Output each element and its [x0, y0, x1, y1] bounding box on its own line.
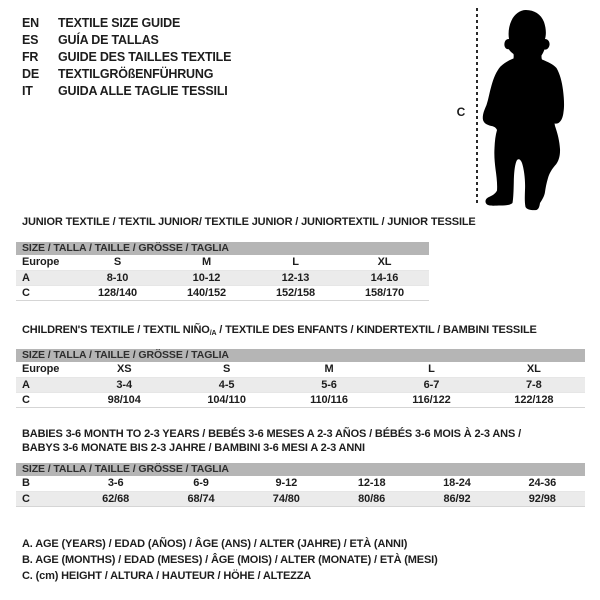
babies-table-title-line2: BABYS 3-6 MONATE BIS 2-3 JAHRE / BAMBINI… [22, 442, 365, 454]
lang-code: IT [22, 84, 33, 98]
months-cell: 18-24 [443, 477, 471, 489]
months-cell: 9-12 [275, 477, 298, 489]
height-dotted-line [476, 8, 478, 206]
height-cell: 128/140 [97, 287, 138, 299]
months-cell: 24-36 [528, 477, 557, 489]
row-label: Europe [22, 363, 60, 375]
lang-code: DE [22, 67, 39, 81]
height-cell: 122/128 [514, 394, 554, 406]
table-row-age: A 3-4 4-5 5-6 6-7 7-8 [16, 377, 585, 392]
height-cell: 80/86 [358, 493, 386, 505]
children-table-body: Europe XS S M L XL A 3-4 4-5 5-6 6-7 7-8… [16, 362, 585, 408]
age-cell: 14-16 [370, 272, 399, 284]
table-row-months: B 3-6 6-9 9-12 12-18 18-24 24-36 [16, 476, 585, 491]
row-label: B [22, 477, 30, 489]
title-post: / TEXTILE DES ENFANTS / KINDERTEXTIL / B… [216, 324, 537, 336]
size-cell: XL [526, 363, 541, 375]
age-cell: 12-13 [281, 272, 310, 284]
table-row-height: C 98/104 104/110 110/116 116/122 122/128 [16, 392, 585, 407]
lang-label: GUÍA DE TALLAS [58, 33, 159, 47]
months-cell: 6-9 [193, 477, 209, 489]
lang-code: ES [22, 33, 39, 47]
age-cell: 10-12 [192, 272, 221, 284]
height-cell: 152/158 [275, 287, 316, 299]
height-cell: 158/170 [364, 287, 405, 299]
age-cell: 6-7 [423, 379, 440, 391]
height-cell: 62/68 [102, 493, 130, 505]
height-cell: 74/80 [272, 493, 300, 505]
lang-label: GUIDA ALLE TAGLIE TESSILI [58, 84, 228, 98]
lang-row-de: DE TEXTILGRÖßENFÜHRUNG [22, 66, 231, 83]
footnote-age-months: B. AGE (MONTHS) / EDAD (MESES) / ÂGE (MO… [22, 554, 438, 566]
babies-table-body: B 3-6 6-9 9-12 12-18 18-24 24-36 C 62/68… [16, 476, 585, 507]
height-cell: 116/122 [412, 394, 451, 406]
row-label: Europe [22, 256, 60, 268]
lang-code: EN [22, 16, 39, 30]
age-cell: 3-4 [116, 379, 132, 391]
lang-row-it: IT GUIDA ALLE TAGLIE TESSILI [22, 83, 231, 100]
height-cell: 98/104 [107, 394, 141, 406]
age-cell: 4-5 [218, 379, 235, 391]
toddler-silhouette-icon [482, 10, 565, 211]
height-cell: 68/74 [187, 493, 215, 505]
lang-label: GUIDE DES TAILLES TEXTILE [58, 50, 232, 64]
row-label: A [22, 379, 30, 391]
size-cell: M [324, 363, 334, 375]
age-cell: 8-10 [106, 272, 129, 284]
size-cell: XS [116, 363, 132, 375]
table-row-height: C 128/140 140/152 152/158 158/170 [16, 285, 429, 300]
size-header-bar: SIZE / TALLA / TAILLE / GRÖSSE / TAGLIA [16, 463, 585, 476]
footnote-height: C. (cm) HEIGHT / ALTURA / HAUTEUR / HÖHE… [22, 570, 312, 582]
title-pre: CHILDREN'S TEXTILE / TEXTIL NIÑO [22, 324, 210, 336]
size-cell: S [113, 256, 122, 268]
height-cell: 140/152 [186, 287, 227, 299]
height-cell: 110/116 [310, 394, 348, 406]
size-header-bar: SIZE / TALLA / TAILLE / GRÖSSE / TAGLIA [16, 349, 585, 362]
junior-table-title: JUNIOR TEXTILE / TEXTIL JUNIOR/ TEXTILE … [22, 216, 476, 228]
table-row-europe: Europe S M L XL [16, 255, 429, 270]
height-measure-label: C [456, 105, 466, 119]
height-cell: 92/98 [528, 493, 556, 505]
language-title-list: EN TEXTILE SIZE GUIDE ES GUÍA DE TALLAS … [22, 15, 231, 100]
row-label: C [22, 493, 30, 505]
lang-row-es: ES GUÍA DE TALLAS [22, 32, 231, 49]
babies-textile-table: BABIES 3-6 MONTH TO 2-3 YEARS / BEBÉS 3-… [16, 427, 585, 507]
table-row-europe: Europe XS S M L XL [16, 362, 585, 377]
height-cell: 86/92 [443, 493, 471, 505]
lang-label: TEXTILGRÖßENFÜHRUNG [58, 67, 214, 81]
size-header-bar: SIZE / TALLA / TAILLE / GRÖSSE / TAGLIA [16, 242, 429, 255]
age-cell: 7-8 [526, 379, 542, 391]
title-subscript: /A [209, 330, 217, 337]
children-textile-table: CHILDREN'S TEXTILE / TEXTIL NIÑO/A / TEX… [16, 323, 585, 408]
row-label: C [22, 394, 30, 406]
lang-code: FR [22, 50, 39, 64]
legend-footnotes: A. AGE (YEARS) / EDAD (AÑOS) / ÂGE (ANS)… [22, 536, 438, 584]
months-cell: 12-18 [357, 477, 386, 489]
footnote-age-years: A. AGE (YEARS) / EDAD (AÑOS) / ÂGE (ANS)… [22, 538, 408, 550]
table-row-height: C 62/68 68/74 74/80 80/86 86/92 92/98 [16, 491, 585, 506]
size-cell: L [292, 256, 299, 268]
babies-table-title-line1: BABIES 3-6 MONTH TO 2-3 YEARS / BEBÉS 3-… [22, 428, 521, 440]
age-cell: 5-6 [321, 379, 337, 391]
height-cell: 104/110 [207, 394, 246, 406]
lang-label: TEXTILE SIZE GUIDE [58, 16, 181, 30]
row-label: C [22, 287, 30, 299]
lang-row-en: EN TEXTILE SIZE GUIDE [22, 15, 231, 32]
children-table-title: CHILDREN'S TEXTILE / TEXTIL NIÑO/A / TEX… [16, 323, 585, 341]
height-measure-figure: C [440, 0, 600, 220]
size-cell: L [428, 363, 435, 375]
lang-row-fr: FR GUIDE DES TAILLES TEXTILE [22, 49, 231, 66]
junior-table-body: Europe S M L XL A 8-10 10-12 12-13 14-16… [16, 255, 429, 301]
table-row-age: A 8-10 10-12 12-13 14-16 [16, 270, 429, 285]
junior-textile-table: JUNIOR TEXTILE / TEXTIL JUNIOR/ TEXTILE … [16, 215, 476, 301]
months-cell: 3-6 [107, 477, 124, 489]
size-cell: XL [377, 256, 392, 268]
row-label: A [22, 272, 30, 284]
size-cell: S [222, 363, 231, 375]
size-cell: M [201, 256, 212, 268]
